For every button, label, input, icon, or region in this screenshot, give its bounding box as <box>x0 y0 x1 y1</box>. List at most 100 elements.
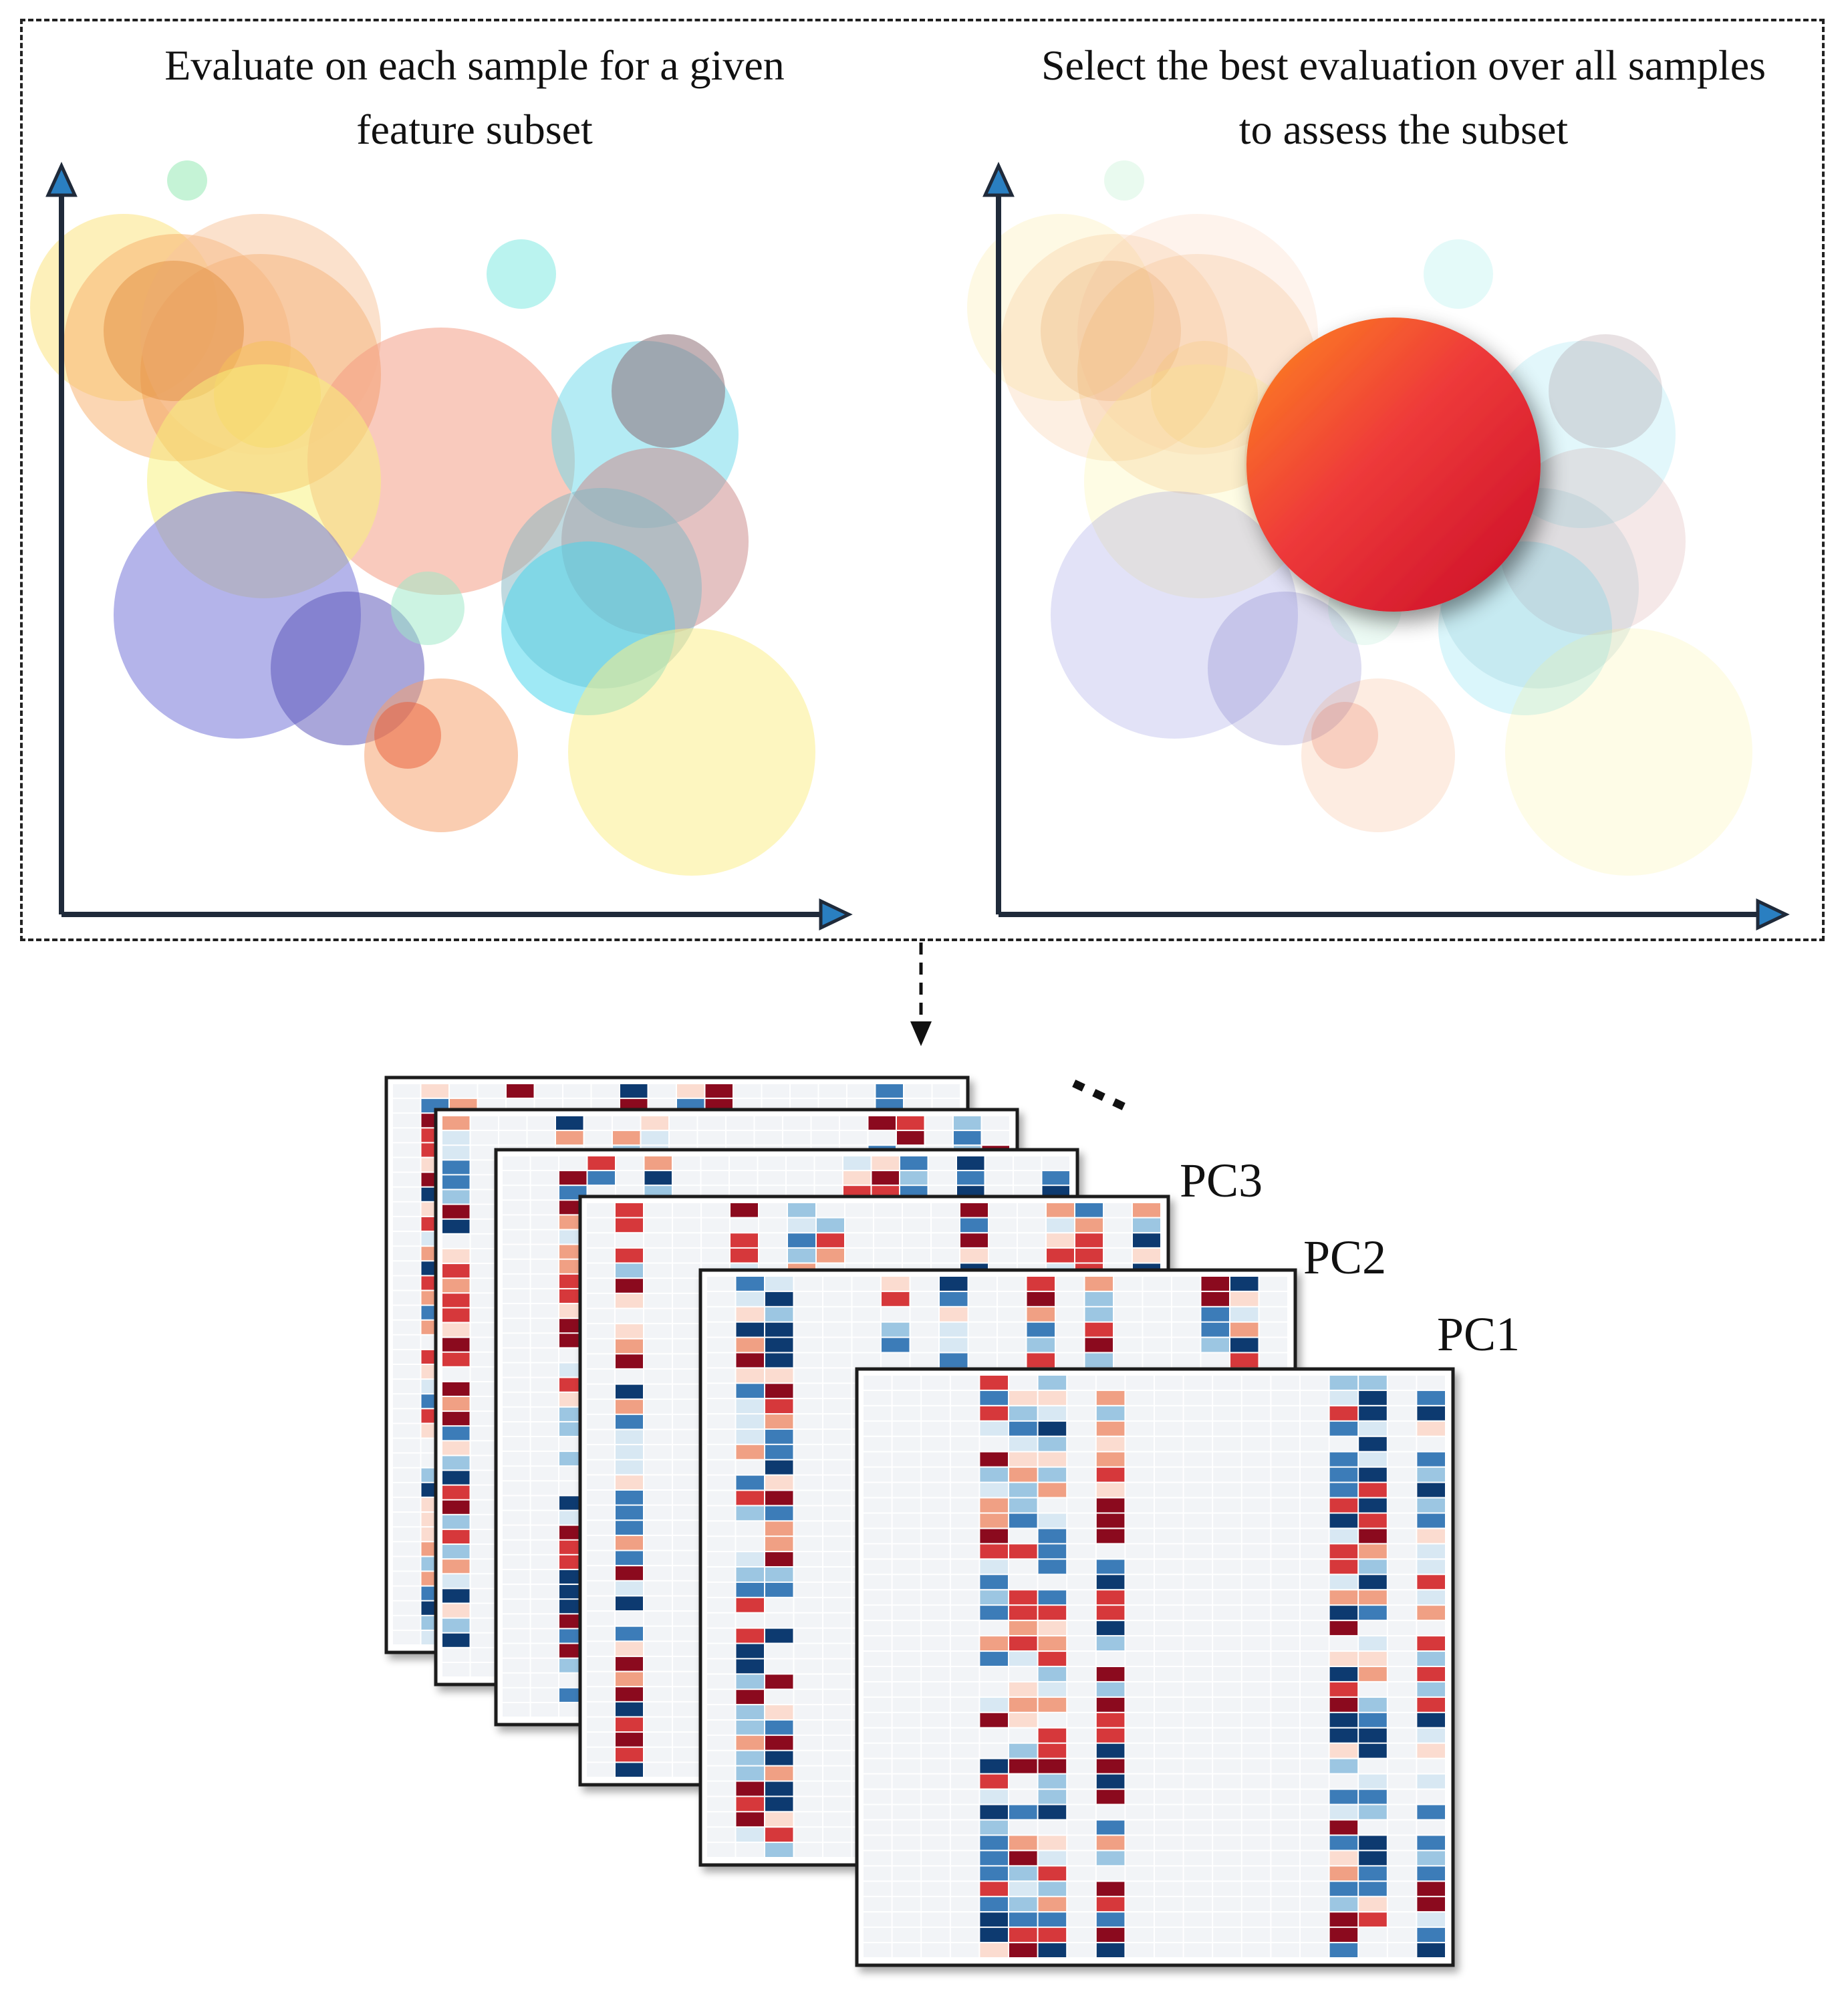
heatmap-cell <box>644 1702 672 1717</box>
heatmap-cell <box>1301 1406 1329 1420</box>
heatmap-cell <box>1301 1390 1329 1405</box>
heatmap-cell <box>980 1713 1008 1727</box>
heatmap-cell <box>980 1774 1008 1789</box>
heatmap-cell <box>1271 1805 1299 1820</box>
heatmap-cell <box>393 1497 420 1511</box>
heatmap-cell <box>673 1384 700 1399</box>
heatmap-cell <box>1271 1606 1299 1620</box>
heatmap-cell <box>644 1233 672 1247</box>
heatmap-cell <box>1388 1590 1416 1605</box>
heatmap-cell <box>1359 1713 1387 1727</box>
right-axes <box>982 161 1790 930</box>
heatmap-cell <box>644 1248 672 1263</box>
heatmap-cell <box>1155 1836 1183 1850</box>
heatmap-cell <box>1155 1697 1183 1712</box>
sample-bubble <box>1498 448 1686 635</box>
heatmap-cell <box>673 1279 700 1293</box>
heatmap-cell <box>765 1537 793 1551</box>
heatmap-cell <box>503 1570 530 1584</box>
heatmap-cell <box>823 1720 851 1735</box>
heatmap-cell <box>736 1460 764 1475</box>
heatmap-cell <box>817 1248 844 1263</box>
heatmap-cell <box>1009 1467 1037 1482</box>
heatmap-cell <box>787 1156 814 1170</box>
heatmap-cell <box>765 1291 793 1306</box>
heatmap-cell <box>1201 1322 1229 1337</box>
heatmap-cell <box>1096 1559 1125 1574</box>
heatmap-cell <box>1301 1789 1329 1804</box>
heatmap-cell <box>1038 1789 1067 1804</box>
sample-bubble <box>1041 261 1181 401</box>
heatmap-cell <box>707 1705 735 1719</box>
heatmap-cell <box>968 1353 997 1368</box>
heatmap-cell <box>823 1690 851 1705</box>
heatmap-cell <box>1388 1452 1416 1467</box>
heatmap-cell <box>644 1505 672 1520</box>
heatmap-cell <box>616 1612 643 1626</box>
heatmap-cell <box>1417 1697 1445 1712</box>
heatmap-cell <box>531 1481 558 1495</box>
heatmap-cell <box>1126 1390 1154 1405</box>
heatmap-cell <box>950 1390 979 1405</box>
heatmap-cell <box>503 1688 530 1702</box>
heatmap-cell <box>587 1642 614 1656</box>
sample-bubble <box>307 328 575 595</box>
heatmap-cell <box>788 1218 815 1233</box>
sample-bubble <box>967 214 1154 401</box>
heatmap-cell <box>1259 1322 1287 1337</box>
heatmap-cell <box>1359 1390 1387 1405</box>
heatmap-cell <box>823 1521 851 1536</box>
heatmap-cell <box>471 1160 498 1174</box>
heatmap-cell <box>1388 1606 1416 1620</box>
heatmap-cell <box>616 1171 644 1185</box>
heatmap-cell <box>1259 1307 1287 1322</box>
heatmap-cell <box>736 1690 764 1705</box>
sample-bubble <box>1424 239 1493 309</box>
heatmap-cell <box>1271 1851 1299 1866</box>
heatmap-cell <box>950 1697 979 1712</box>
heatmap-cell <box>1329 1421 1358 1436</box>
heatmap-cell <box>1329 1483 1358 1497</box>
heatmap-cell <box>503 1437 530 1451</box>
heatmap-cell <box>1271 1682 1299 1697</box>
heatmap-cell <box>1067 1529 1095 1543</box>
heatmap-cell <box>587 1702 614 1717</box>
heatmap-cell <box>698 1116 725 1130</box>
heatmap-cell <box>1271 1882 1299 1896</box>
heatmap-cell <box>616 1400 643 1414</box>
heatmap-cell <box>727 1116 754 1130</box>
heatmap-cell <box>503 1274 530 1288</box>
heatmap-cell <box>823 1766 851 1781</box>
heatmap-cell <box>1096 1406 1125 1420</box>
heatmap-cell <box>980 1789 1008 1804</box>
heatmap-cell <box>1417 1805 1445 1820</box>
heatmap-cell <box>1038 1820 1067 1835</box>
heatmap-cell <box>587 1445 614 1459</box>
heatmap-cell <box>736 1659 764 1674</box>
heatmap-cell <box>616 1339 643 1354</box>
heatmap-cell <box>616 1203 643 1217</box>
heatmap-cell <box>1155 1805 1183 1820</box>
heatmap-cell <box>864 1774 892 1789</box>
heatmap-cell <box>1329 1851 1358 1866</box>
heatmap-cell <box>1096 1421 1125 1436</box>
heatmap-cell <box>531 1555 558 1569</box>
heatmap-cell <box>864 1713 892 1727</box>
heatmap-cell <box>1417 1376 1445 1390</box>
heatmap-cell <box>503 1201 530 1215</box>
heatmap-cell <box>1096 1575 1125 1590</box>
heatmap-cell <box>1096 1789 1125 1804</box>
heatmap-cell <box>587 1430 614 1445</box>
heatmap-cell <box>471 1397 498 1411</box>
heatmap-cell <box>1009 1836 1037 1850</box>
heatmap-cell <box>1184 1928 1212 1942</box>
heatmap-cell <box>1085 1353 1113 1368</box>
sample-bubble <box>167 160 207 201</box>
heatmap-cell <box>736 1307 764 1322</box>
heatmap-cell <box>644 1763 672 1777</box>
heatmap-cell <box>707 1521 735 1536</box>
heatmap-cell <box>673 1596 700 1610</box>
heatmap-cell <box>868 1116 896 1130</box>
heatmap-cell <box>922 1606 950 1620</box>
heatmap-cell <box>1155 1897 1183 1912</box>
